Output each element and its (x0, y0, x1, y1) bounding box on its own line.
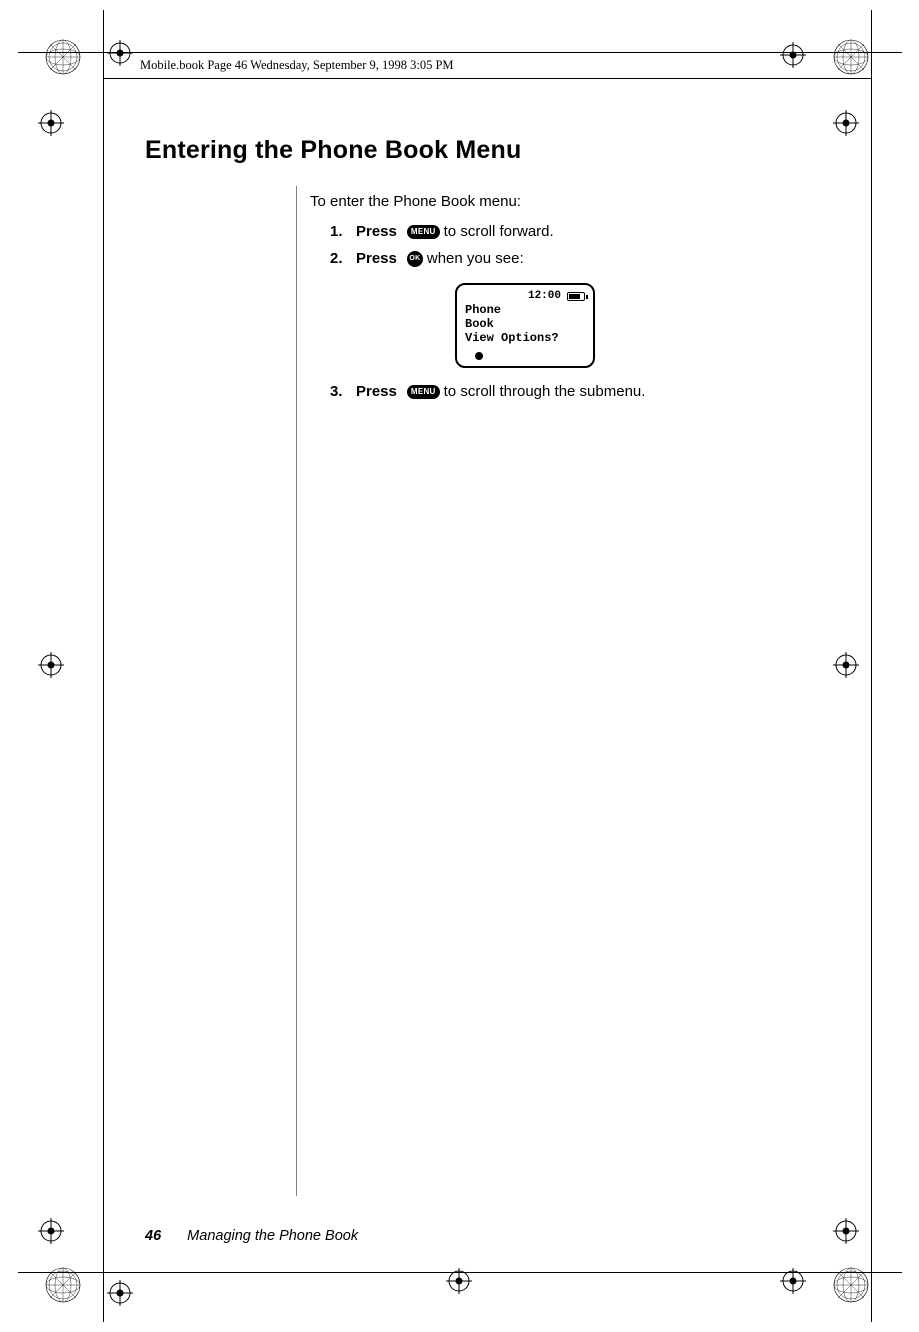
menu-button-icon: MENU (407, 225, 440, 239)
reg-mark-bottom-left (107, 1280, 133, 1306)
body-column: To enter the Phone Book menu: 1. Press M… (310, 192, 790, 408)
step-press-label: Press (356, 222, 397, 242)
phone-screen: 12:00 Phone Book View Options? (455, 283, 595, 368)
chapter-title: Managing the Phone Book (187, 1228, 358, 1244)
ok-button-icon: OK (407, 251, 423, 267)
step-number: 2. (330, 249, 356, 269)
sphere-mark-top-left (44, 38, 82, 76)
reg-mark-top-left (107, 40, 133, 66)
step-number: 1. (330, 222, 356, 242)
step-1: 1. Press MENU to scroll forward. (330, 222, 790, 242)
phone-line-3: View Options? (465, 332, 585, 346)
step-tail: to scroll forward. (444, 222, 554, 242)
step-2: 2. Press OK when you see: (330, 249, 790, 269)
reg-mark-upper-left (38, 110, 64, 136)
vertical-rule (296, 186, 297, 1196)
phone-time: 12:00 (528, 290, 561, 303)
reg-mark-top-right (780, 42, 806, 68)
reg-mark-bottom-right (780, 1268, 806, 1294)
phone-line-1: Phone (465, 304, 585, 318)
step-tail: to scroll through the submenu. (444, 382, 646, 402)
sphere-mark-bottom-left (44, 1266, 82, 1304)
sphere-mark-top-right (832, 38, 870, 76)
crop-line-top (18, 52, 902, 53)
crop-line-left (103, 10, 104, 1322)
phone-footer (465, 352, 585, 360)
reg-mark-mid-right (833, 652, 859, 678)
sphere-mark-bottom-right (832, 1266, 870, 1304)
step-3: 3. Press MENU to scroll through the subm… (330, 382, 790, 402)
page-number: 46 (145, 1228, 161, 1244)
indicator-dot-icon (475, 352, 483, 360)
step-press-label: Press (356, 249, 397, 269)
step-press-label: Press (356, 382, 397, 402)
menu-button-icon: MENU (407, 385, 440, 399)
reg-mark-upper-right (833, 110, 859, 136)
section-title: Entering the Phone Book Menu (145, 136, 521, 165)
header-rule (103, 78, 871, 79)
reg-mark-mid-left (38, 652, 64, 678)
battery-icon (567, 292, 585, 301)
reg-mark-lower-right (833, 1218, 859, 1244)
step-tail: when you see: (427, 249, 524, 269)
page-footer: 46 Managing the Phone Book (145, 1228, 358, 1244)
step-number: 3. (330, 382, 356, 402)
reg-mark-bottom-center (446, 1268, 472, 1294)
phone-line-2: Book (465, 318, 585, 332)
crop-line-right (871, 10, 872, 1322)
reg-mark-lower-left (38, 1218, 64, 1244)
phone-status-bar: 12:00 (465, 290, 585, 303)
running-head: Mobile.book Page 46 Wednesday, September… (140, 58, 454, 73)
intro-text: To enter the Phone Book menu: (310, 192, 790, 212)
